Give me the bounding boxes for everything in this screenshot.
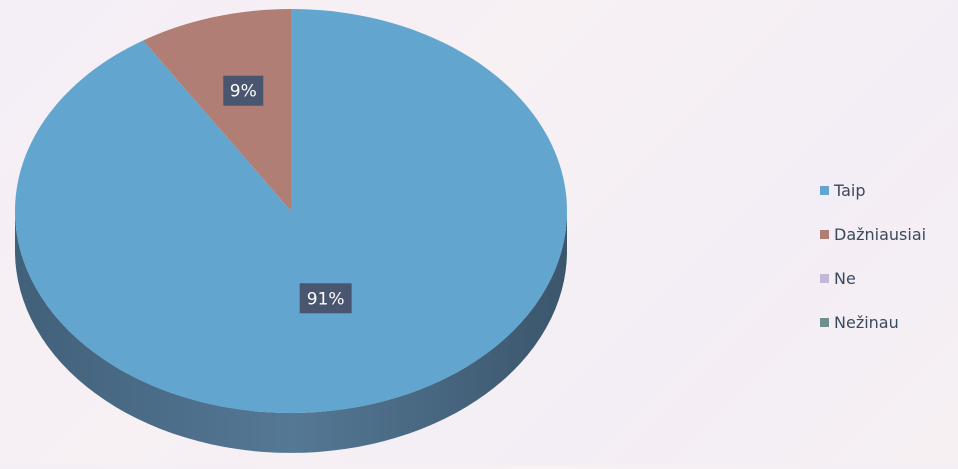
data-label-box: [299, 283, 352, 314]
legend-swatch: [820, 185, 829, 195]
pie-slice-dažniausiai: [143, 9, 291, 211]
pie-side-wall: [15, 211, 567, 453]
legend-swatch: [820, 273, 829, 283]
legend-label: Ne: [834, 268, 856, 288]
legend-label: Dažniausiai: [834, 224, 927, 244]
legend-label: Nežinau: [834, 312, 899, 332]
legend-label: Taip: [834, 180, 866, 200]
data-label: 9%: [230, 82, 257, 102]
pie-slices: [14, 9, 567, 413]
legend-swatch: [820, 229, 829, 239]
legend-item-nezinau: Nežinau: [820, 300, 926, 344]
legend-item-dazniausiai: Dažniausiai: [820, 212, 926, 256]
legend: Taip Dažniausiai Ne Nežinau: [820, 168, 926, 344]
data-label: 91%: [307, 289, 345, 309]
data-label-box: [223, 75, 264, 106]
legend-item-ne: Ne: [820, 256, 926, 300]
legend-item-taip: Taip: [820, 168, 926, 212]
pie-slice-taip: [14, 9, 567, 413]
pie-data-labels: 91% 9%: [223, 75, 352, 314]
legend-swatch: [820, 317, 829, 327]
pie-3d-side: [15, 211, 567, 453]
